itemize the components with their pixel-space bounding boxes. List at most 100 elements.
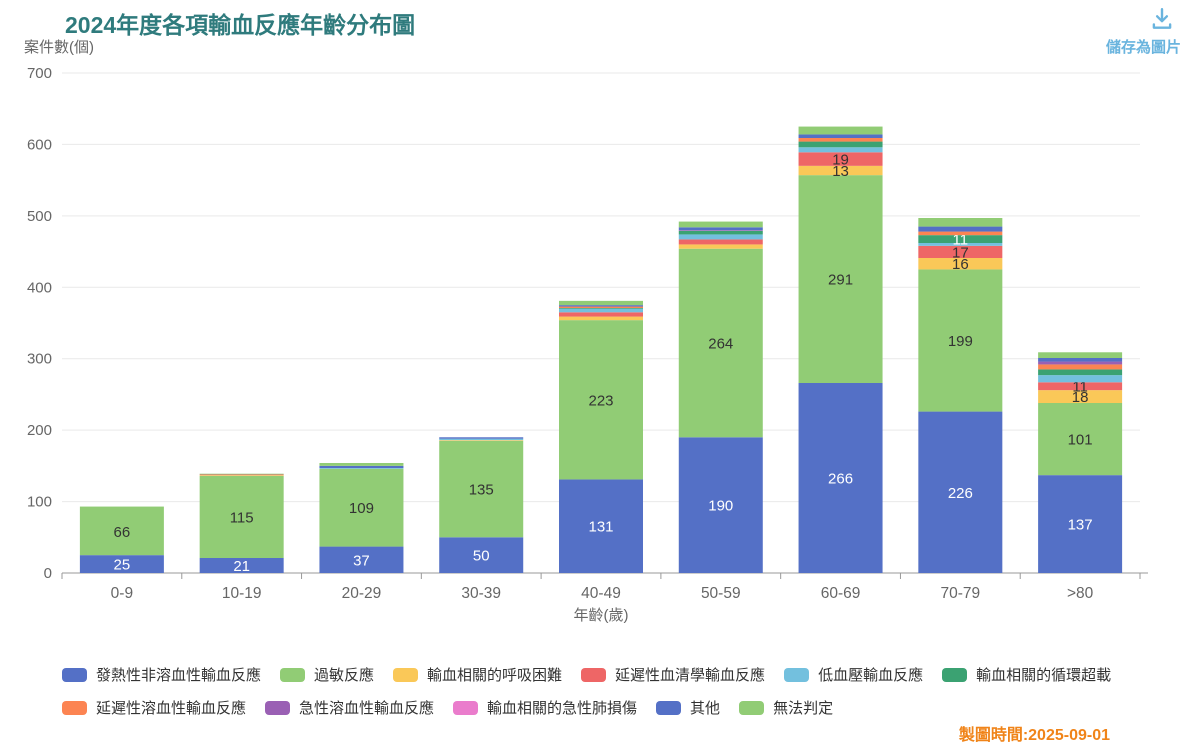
- bar-segment[interactable]: [79, 555, 164, 573]
- bar-segment[interactable]: [1038, 369, 1123, 376]
- bar-segment[interactable]: [1038, 361, 1123, 365]
- bar-value-label: 11: [1072, 379, 1088, 396]
- bar-segment[interactable]: [1038, 352, 1123, 358]
- legend-item[interactable]: 輸血相關的呼吸困難: [393, 664, 562, 685]
- bar-segment[interactable]: [319, 468, 404, 547]
- bar-segment[interactable]: [559, 300, 643, 306]
- bar-segment[interactable]: [199, 558, 284, 573]
- bar-segment[interactable]: [918, 245, 1003, 258]
- legend-item[interactable]: 延遲性血清學輸血反應: [581, 664, 765, 685]
- legend-label: 輸血相關的循環超載: [976, 667, 1112, 684]
- bar-segment[interactable]: [199, 473, 284, 475]
- bar-segment[interactable]: [678, 248, 763, 438]
- bar-segment[interactable]: [199, 475, 284, 476]
- bar-segment[interactable]: [319, 465, 404, 468]
- bar-segment[interactable]: [319, 468, 404, 469]
- bar-segment[interactable]: [319, 463, 404, 466]
- bar-segment[interactable]: [798, 138, 883, 142]
- legend-label: 發熱性非溶血性輸血反應: [96, 667, 262, 684]
- bar-segment[interactable]: [918, 235, 1003, 243]
- y-tick-label: 600: [27, 136, 52, 153]
- bar-segment[interactable]: [798, 383, 883, 573]
- bar-segment[interactable]: [559, 308, 643, 309]
- bar-segment[interactable]: [918, 218, 1003, 227]
- legend-swatch: [942, 667, 968, 682]
- x-tick-label: 30-39: [461, 585, 501, 602]
- legend-swatch: [393, 667, 419, 682]
- legend-swatch: [62, 700, 87, 715]
- legend-swatch: [453, 700, 479, 715]
- bar-segment[interactable]: [798, 165, 883, 176]
- bar-segment[interactable]: [439, 440, 524, 538]
- bar-segment[interactable]: [678, 244, 763, 249]
- bar-value-label: 137: [1068, 517, 1093, 534]
- legend-item[interactable]: 急性溶血性輸血反應: [265, 697, 434, 718]
- bar-segment[interactable]: [1038, 364, 1123, 370]
- bar-segment[interactable]: [918, 231, 1003, 236]
- save-as-image-button[interactable]: 儲存為圖片: [1106, 6, 1181, 57]
- bar-segment[interactable]: [319, 546, 404, 573]
- bar-segment[interactable]: [798, 147, 883, 153]
- bar-segment[interactable]: [918, 411, 1003, 573]
- legend-label: 其他: [690, 700, 721, 717]
- bar-segment[interactable]: [199, 474, 284, 476]
- bar-value-label: 131: [588, 519, 613, 536]
- bar-segment[interactable]: [1038, 375, 1123, 383]
- bar-segment[interactable]: [439, 537, 524, 573]
- bar-value-label: 18: [1072, 389, 1089, 406]
- bar-segment[interactable]: [918, 226, 1003, 232]
- bar-segment[interactable]: [79, 506, 164, 508]
- bar-segment[interactable]: [559, 312, 643, 317]
- bar-segment[interactable]: [1038, 358, 1123, 362]
- bar-segment[interactable]: [1038, 403, 1123, 476]
- legend-item[interactable]: 無法判定: [739, 697, 833, 718]
- x-tick-label: 10-19: [222, 585, 262, 602]
- bar-segment[interactable]: [559, 308, 643, 313]
- bar-segment[interactable]: [798, 141, 883, 148]
- bar-segment[interactable]: [798, 134, 883, 138]
- y-axis-title: 案件數(個): [24, 39, 94, 56]
- bar-segment[interactable]: [798, 126, 883, 135]
- bar-segment[interactable]: [678, 437, 763, 573]
- bar-segment[interactable]: [559, 306, 643, 308]
- bar-segment[interactable]: [798, 152, 883, 166]
- bar-value-label: 199: [948, 333, 973, 350]
- bar-value-label: 226: [948, 485, 973, 502]
- bar-value-label: 223: [588, 392, 613, 409]
- bar-segment[interactable]: [439, 440, 524, 441]
- bar-segment[interactable]: [678, 230, 763, 231]
- legend-item[interactable]: 輸血相關的循環超載: [942, 664, 1111, 685]
- bar-segment[interactable]: [798, 175, 883, 383]
- bar-segment[interactable]: [439, 438, 524, 441]
- bar-segment[interactable]: [678, 221, 763, 228]
- x-tick-label: 0-9: [111, 585, 133, 602]
- bar-segment[interactable]: [559, 320, 643, 480]
- bar-segment[interactable]: [1038, 475, 1123, 573]
- bar-value-label: 21: [233, 558, 250, 575]
- bar-segment[interactable]: [918, 269, 1003, 412]
- legend-item[interactable]: 低血壓輸血反應: [784, 664, 923, 685]
- bar-value-label: 115: [230, 509, 254, 526]
- bar-segment[interactable]: [79, 508, 164, 556]
- bar-segment[interactable]: [678, 239, 763, 245]
- bar-segment[interactable]: [559, 479, 643, 573]
- bar-segment[interactable]: [559, 305, 643, 307]
- y-tick-label: 100: [27, 494, 52, 511]
- bar-segment[interactable]: [678, 227, 763, 231]
- y-tick-label: 500: [27, 208, 52, 225]
- bar-segment[interactable]: [678, 234, 763, 240]
- download-icon: [1149, 6, 1181, 32]
- bar-segment[interactable]: [1038, 382, 1123, 391]
- legend-item[interactable]: 發熱性非溶血性輸血反應: [62, 664, 261, 685]
- bar-segment[interactable]: [918, 258, 1003, 270]
- bar-segment[interactable]: [678, 230, 763, 235]
- bar-segment[interactable]: [1038, 390, 1123, 403]
- bar-segment[interactable]: [559, 316, 643, 321]
- bar-segment[interactable]: [439, 437, 524, 439]
- legend-item[interactable]: 過敏反應: [280, 664, 374, 685]
- bar-segment[interactable]: [199, 475, 284, 558]
- bar-segment[interactable]: [918, 243, 1003, 246]
- legend-item[interactable]: 其他: [656, 697, 720, 718]
- legend-item[interactable]: 輸血相關的急性肺損傷: [453, 697, 637, 718]
- legend-item[interactable]: 延遲性溶血性輸血反應: [62, 697, 246, 718]
